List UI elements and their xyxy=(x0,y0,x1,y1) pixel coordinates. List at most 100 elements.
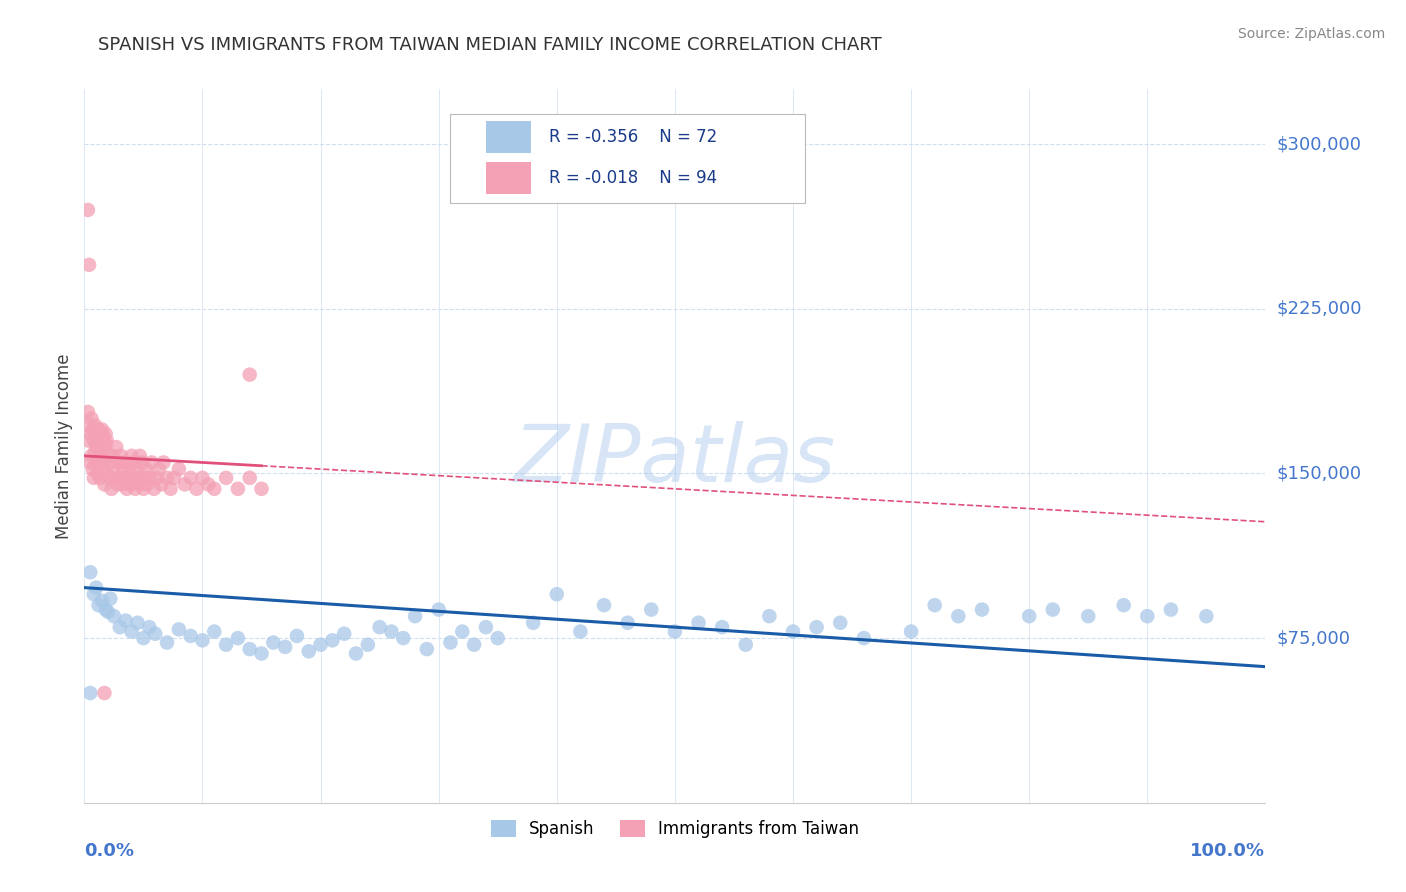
Point xyxy=(1160,602,1182,616)
Text: $225,000: $225,000 xyxy=(1277,300,1362,318)
Point xyxy=(688,615,710,630)
Point xyxy=(103,609,125,624)
Point xyxy=(91,426,114,441)
Point xyxy=(132,631,155,645)
Point xyxy=(392,631,415,645)
Point xyxy=(152,455,174,469)
Point xyxy=(127,462,149,476)
Point xyxy=(94,602,117,616)
Point xyxy=(115,482,138,496)
Point xyxy=(127,615,149,630)
Point xyxy=(416,642,439,657)
Point xyxy=(711,620,734,634)
Point xyxy=(239,642,262,657)
Point xyxy=(806,620,828,634)
Point xyxy=(143,482,166,496)
Point xyxy=(89,434,111,448)
Point xyxy=(91,423,114,437)
Point xyxy=(226,482,249,496)
Point xyxy=(94,426,117,441)
Point xyxy=(202,624,225,639)
Text: R = -0.356    N = 72: R = -0.356 N = 72 xyxy=(548,128,717,146)
Point xyxy=(93,477,115,491)
Point xyxy=(215,471,238,485)
Point xyxy=(333,626,356,640)
Point xyxy=(104,471,127,485)
Point xyxy=(239,471,262,485)
Point xyxy=(80,411,103,425)
Point xyxy=(141,455,163,469)
Point xyxy=(83,471,105,485)
Point xyxy=(215,638,238,652)
Point xyxy=(77,434,100,448)
Point xyxy=(77,202,100,217)
Point xyxy=(97,605,120,619)
Y-axis label: Median Family Income: Median Family Income xyxy=(55,353,73,539)
Point xyxy=(924,598,946,612)
Point xyxy=(121,449,143,463)
Point xyxy=(96,467,118,481)
Point xyxy=(84,455,107,469)
Text: $150,000: $150,000 xyxy=(1277,465,1361,483)
Text: $75,000: $75,000 xyxy=(1277,629,1351,647)
Point xyxy=(1195,609,1218,624)
Point xyxy=(107,455,129,469)
Point xyxy=(274,640,297,654)
Point xyxy=(117,471,139,485)
Point xyxy=(262,635,284,649)
Bar xyxy=(486,121,531,153)
Point xyxy=(143,626,166,640)
Point xyxy=(852,631,875,645)
Point xyxy=(108,471,131,485)
Point xyxy=(80,449,103,463)
Point xyxy=(79,686,101,700)
Point xyxy=(121,624,143,639)
Point xyxy=(309,638,332,652)
Point xyxy=(91,462,114,476)
Point xyxy=(475,620,498,634)
Point xyxy=(77,418,100,433)
Point xyxy=(463,638,485,652)
Point xyxy=(93,440,115,454)
Point xyxy=(129,471,152,485)
Point xyxy=(250,647,273,661)
Point xyxy=(112,462,135,476)
Text: Source: ZipAtlas.com: Source: ZipAtlas.com xyxy=(1237,27,1385,41)
Point xyxy=(250,482,273,496)
Point xyxy=(97,449,120,463)
Point xyxy=(87,423,110,437)
Point xyxy=(1136,609,1159,624)
Point xyxy=(186,482,208,496)
Point xyxy=(451,624,474,639)
Point xyxy=(114,471,136,485)
Point xyxy=(368,620,391,634)
Point xyxy=(427,602,450,616)
Point xyxy=(96,434,118,448)
Point xyxy=(593,598,616,612)
Point xyxy=(91,455,114,469)
Point xyxy=(163,471,186,485)
Point xyxy=(380,624,402,639)
Point xyxy=(486,631,509,645)
Point xyxy=(84,438,107,452)
Point xyxy=(83,434,105,448)
Point xyxy=(114,614,136,628)
Point xyxy=(1042,602,1064,616)
Legend: Spanish, Immigrants from Taiwan: Spanish, Immigrants from Taiwan xyxy=(484,813,866,845)
Point xyxy=(569,624,592,639)
Point xyxy=(136,477,159,491)
Point xyxy=(90,449,112,463)
Point xyxy=(321,633,343,648)
Point xyxy=(77,405,100,419)
Point xyxy=(128,449,150,463)
Point xyxy=(167,462,190,476)
Point xyxy=(107,477,129,491)
Point xyxy=(90,444,112,458)
Point xyxy=(93,686,115,700)
Point xyxy=(87,598,110,612)
Text: SPANISH VS IMMIGRANTS FROM TAIWAN MEDIAN FAMILY INCOME CORRELATION CHART: SPANISH VS IMMIGRANTS FROM TAIWAN MEDIAN… xyxy=(98,36,882,54)
Point xyxy=(180,471,202,485)
Point xyxy=(1018,609,1040,624)
Point xyxy=(900,624,922,639)
Point xyxy=(87,434,110,448)
